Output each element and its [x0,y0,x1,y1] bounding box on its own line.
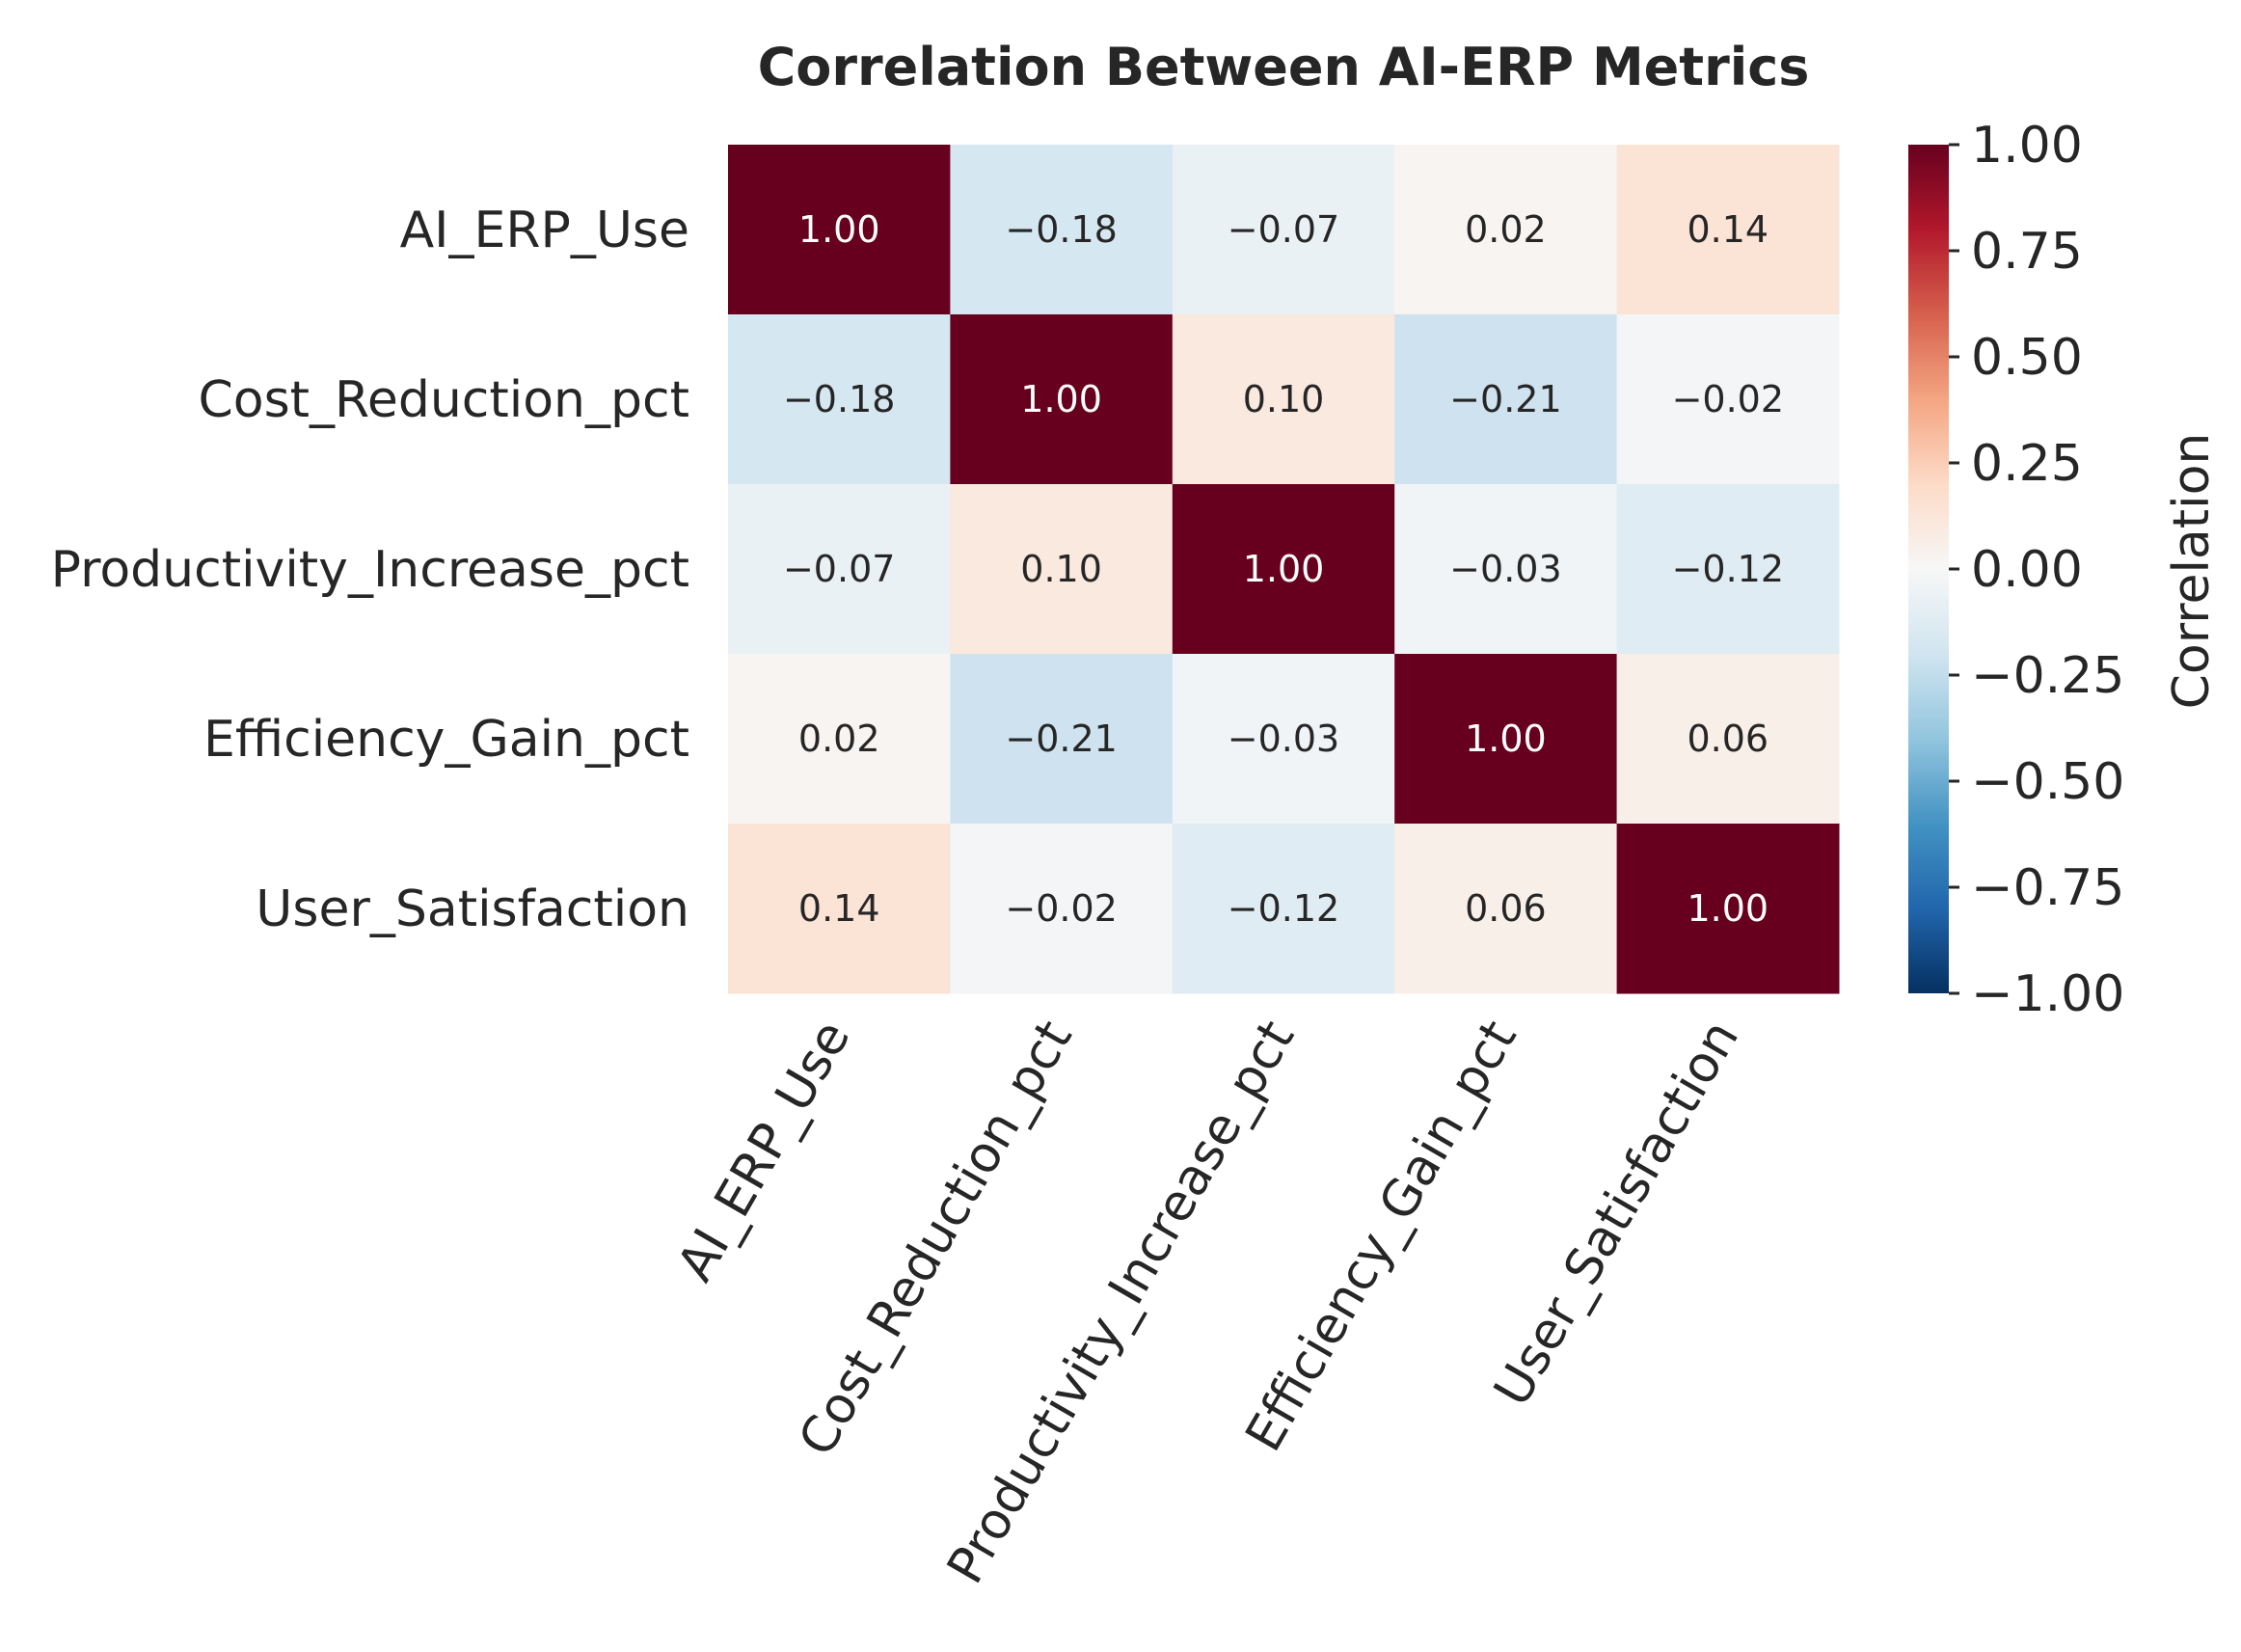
heatmap-cell [728,654,951,825]
heatmap-cell [1616,484,1840,655]
heatmap-cell [1172,654,1395,825]
heatmap-cell [1394,314,1618,485]
cell-annotation: 1.00 [798,208,880,251]
heatmap-cell [1172,824,1395,994]
heatmap-cell [950,654,1174,825]
heatmap-cell [1616,654,1840,825]
cell-annotation: −0.18 [783,378,895,420]
row-labels: AI_ERP_Use Cost_Reduction_pct Productivity… [51,202,689,938]
colorbar-tick-label: 0.50 [1971,329,2083,387]
colorbar-tick-label: 0.00 [1971,541,2083,599]
colorbar-tick-label: −0.50 [1971,753,2124,811]
heatmap-cell [950,314,1174,485]
heatmap-cell [1172,145,1395,315]
column-labels: AI_ERP_UseCost_Reduction_pctProductivity… [666,1012,1750,1594]
colorbar-tick-label: 0.75 [1971,223,2083,281]
heatmap-cells: 1.00 −0.18 −0.07 0.02 0.14 −0.18 1.00 0.10 −0.21… [728,145,1840,994]
colorbar-tick-label: 1.00 [1971,117,2083,175]
heatmap-cell [1172,484,1395,655]
row-label: User_Satisfaction [256,880,689,938]
cell-annotation: −0.03 [1228,718,1339,760]
colorbar: 1.00 0.75 0.50 0.25 0.00 −0.25 −0.50 −0.75 −1.00… [1908,117,2221,1023]
colorbar-tick-label: −0.25 [1971,647,2124,705]
cell-annotation: −0.02 [1672,378,1784,420]
column-label: AI_ERP_Use [666,1012,861,1291]
cell-annotation: 0.06 [1465,887,1547,930]
heatmap-cell [1616,145,1840,315]
cell-annotation: −0.21 [1005,718,1117,760]
cell-annotation: −0.21 [1449,378,1561,420]
cell-annotation: 1.00 [1020,378,1102,420]
heatmap-cell [950,145,1174,315]
heatmap-cell [1616,314,1840,485]
cell-annotation: 1.00 [1687,887,1768,930]
heatmap-cell [728,314,951,485]
heatmap-cell [1172,314,1395,485]
heatmap-cell [1394,824,1618,994]
cell-annotation: −0.12 [1228,887,1339,930]
colorbar-gradient [1908,145,1949,993]
cell-annotation: −0.07 [1228,208,1339,251]
cell-annotation: −0.07 [783,548,895,590]
colorbar-tick-label: 0.25 [1971,435,2083,493]
row-label: Productivity_Increase_pct [51,541,689,599]
cell-annotation: 0.10 [1243,378,1325,420]
colorbar-tick-label: −0.75 [1971,859,2124,917]
heatmap-cell [1394,145,1618,315]
chart-title: Correlation Between AI-ERP Metrics [758,37,1810,97]
cell-annotation: 0.14 [798,887,880,930]
heatmap-cell [1394,484,1618,655]
row-label: AI_ERP_Use [400,202,689,259]
cell-annotation: 0.06 [1687,718,1768,760]
column-label: User_Satisfaction [1483,1012,1750,1416]
cell-annotation: 0.14 [1687,208,1768,251]
cell-annotation: −0.18 [1005,208,1117,251]
colorbar-tick-label: −1.00 [1971,965,2124,1023]
heatmap-cell [1394,654,1618,825]
cell-annotation: 0.02 [798,718,880,760]
heatmap-cell [1616,824,1840,994]
heatmap-cell [950,824,1174,994]
cell-annotation: −0.03 [1449,548,1561,590]
heatmap-cell [728,484,951,655]
heatmap-cell [950,484,1174,655]
cell-annotation: 1.00 [1243,548,1325,590]
cell-annotation: 1.00 [1465,718,1547,760]
cell-annotation: −0.02 [1005,887,1117,930]
heatmap-cell [728,145,951,315]
row-label: Cost_Reduction_pct [198,371,689,429]
cell-annotation: −0.12 [1672,548,1784,590]
cell-annotation: 0.02 [1465,208,1547,251]
cell-annotation: 0.10 [1020,548,1102,590]
row-label: Efficiency_Gain_pct [203,711,689,769]
heatmap-cell [728,824,951,994]
colorbar-label: Correlation [2163,433,2221,710]
